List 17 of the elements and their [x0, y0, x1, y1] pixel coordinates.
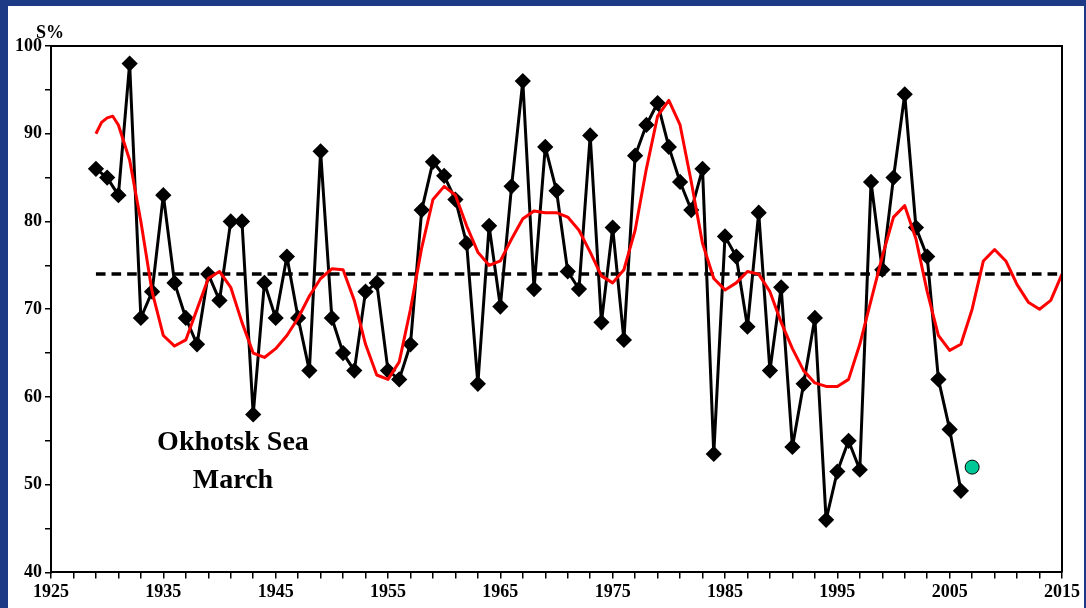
x-tick-label: 1965: [482, 580, 519, 601]
x-tick-label: 1985: [707, 580, 743, 601]
y-tick-label: 70: [24, 297, 42, 318]
y-tick-label: 60: [24, 385, 42, 406]
x-tick-label: 2015: [1044, 580, 1080, 601]
x-tick-label: 1925: [33, 580, 69, 601]
y-tick-label: 80: [24, 210, 42, 231]
x-tick-label: 1945: [257, 580, 294, 601]
y-tick-label: 90: [24, 122, 42, 143]
y-tick-label: 40: [24, 561, 42, 582]
y-tick-label: 50: [24, 473, 42, 494]
x-tick-label: 1955: [370, 580, 406, 601]
x-tick-label: 1995: [819, 580, 856, 601]
x-tick-label: 2005: [931, 580, 968, 601]
x-tick-label: 1935: [145, 580, 182, 601]
annotation: Okhotsk Sea March: [157, 425, 309, 495]
x-tick-label: 1975: [594, 580, 631, 601]
